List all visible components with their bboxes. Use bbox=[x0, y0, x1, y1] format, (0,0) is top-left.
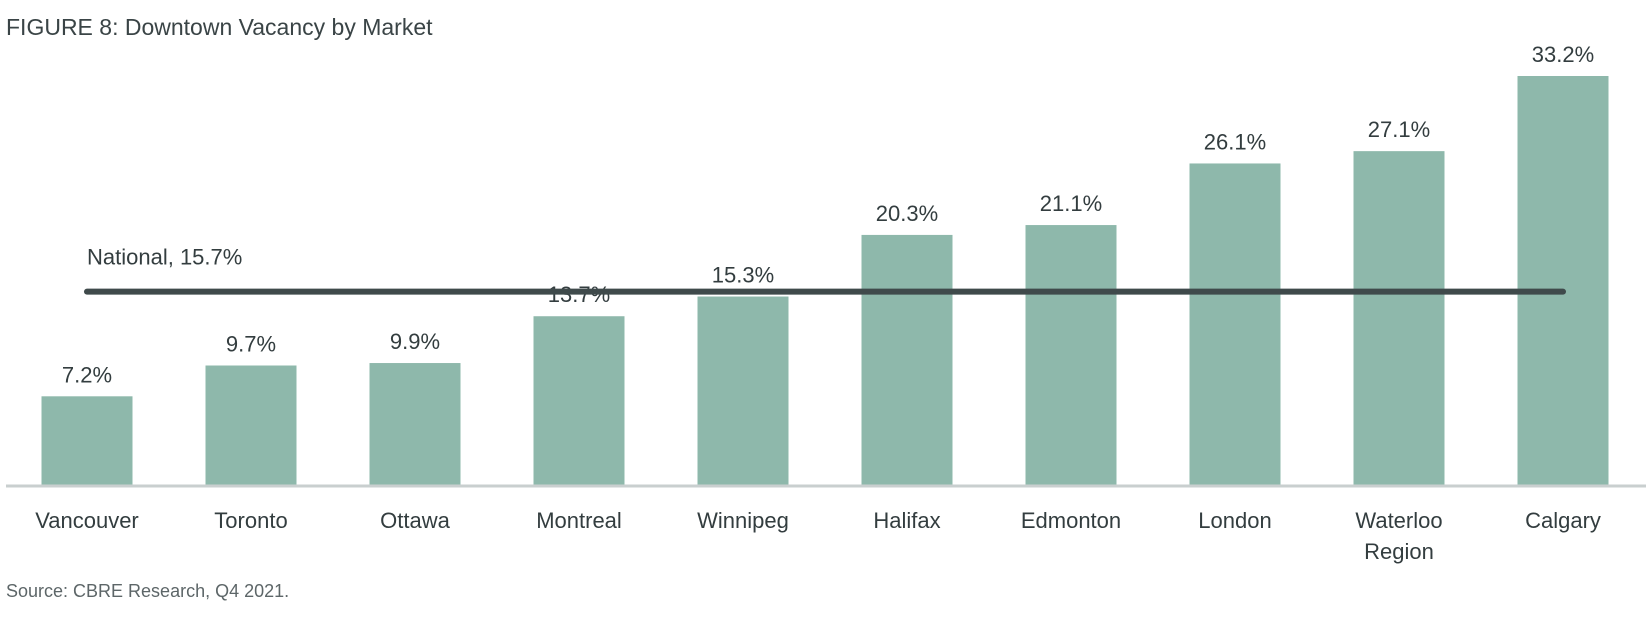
category-label: Ottawa bbox=[380, 508, 450, 533]
bar-montreal bbox=[533, 316, 625, 485]
category-label: Waterloo Region bbox=[1355, 508, 1442, 564]
bar-halifax bbox=[861, 234, 953, 485]
national-reference-label: National, 15.7% bbox=[87, 245, 242, 270]
category-labels-group: Vancouver Toronto Ottawa Montreal Winnipeg Ha… bbox=[35, 508, 1601, 564]
bar-waterloo-region bbox=[1353, 151, 1445, 485]
value-label: 26.1% bbox=[1204, 129, 1266, 154]
category-label-line: Montreal bbox=[536, 508, 622, 533]
category-label-line: Edmonton bbox=[1021, 508, 1121, 533]
category-label-line: Toronto bbox=[214, 508, 287, 533]
bars-group bbox=[41, 76, 1609, 486]
category-label: London bbox=[1198, 508, 1271, 533]
value-label: 9.9% bbox=[390, 329, 440, 354]
bar-winnipeg bbox=[697, 296, 789, 485]
category-label-line: Region bbox=[1364, 539, 1434, 564]
category-label: Vancouver bbox=[35, 508, 139, 533]
category-label-line: Ottawa bbox=[380, 508, 450, 533]
value-label: 20.3% bbox=[876, 201, 938, 226]
source-note: Source: CBRE Research, Q4 2021. bbox=[6, 581, 290, 601]
value-label: 33.2% bbox=[1532, 42, 1594, 67]
category-label-line: London bbox=[1198, 508, 1271, 533]
bar-ottawa bbox=[369, 363, 461, 485]
category-label-line: Winnipeg bbox=[697, 508, 789, 533]
category-label: Halifax bbox=[873, 508, 940, 533]
bar-london bbox=[1189, 163, 1281, 486]
value-label: 27.1% bbox=[1368, 117, 1430, 142]
chart-title: FIGURE 8: Downtown Vacancy by Market bbox=[6, 14, 433, 40]
bar-edmonton bbox=[1025, 225, 1117, 486]
category-label-line: Halifax bbox=[873, 508, 940, 533]
category-label: Toronto bbox=[214, 508, 287, 533]
bar-vancouver bbox=[41, 396, 133, 485]
value-label: 13.7% bbox=[548, 282, 610, 307]
category-label-line: Vancouver bbox=[35, 508, 139, 533]
value-label: 7.2% bbox=[62, 362, 112, 387]
bar-toronto bbox=[205, 365, 297, 485]
category-label: Calgary bbox=[1525, 508, 1601, 533]
value-label: 21.1% bbox=[1040, 191, 1102, 216]
category-label-line: Calgary bbox=[1525, 508, 1601, 533]
value-labels-group: 7.2% 9.7% 9.9% 13.7% 15.3% 20.3% 21.1% 26.1% 27.… bbox=[62, 42, 1594, 387]
category-label-line: Waterloo bbox=[1355, 508, 1442, 533]
category-label: Winnipeg bbox=[697, 508, 789, 533]
bar-calgary bbox=[1517, 76, 1609, 485]
value-label: 9.7% bbox=[226, 332, 276, 357]
value-label: 15.3% bbox=[712, 263, 774, 288]
category-label: Edmonton bbox=[1021, 508, 1121, 533]
category-label: Montreal bbox=[536, 508, 622, 533]
